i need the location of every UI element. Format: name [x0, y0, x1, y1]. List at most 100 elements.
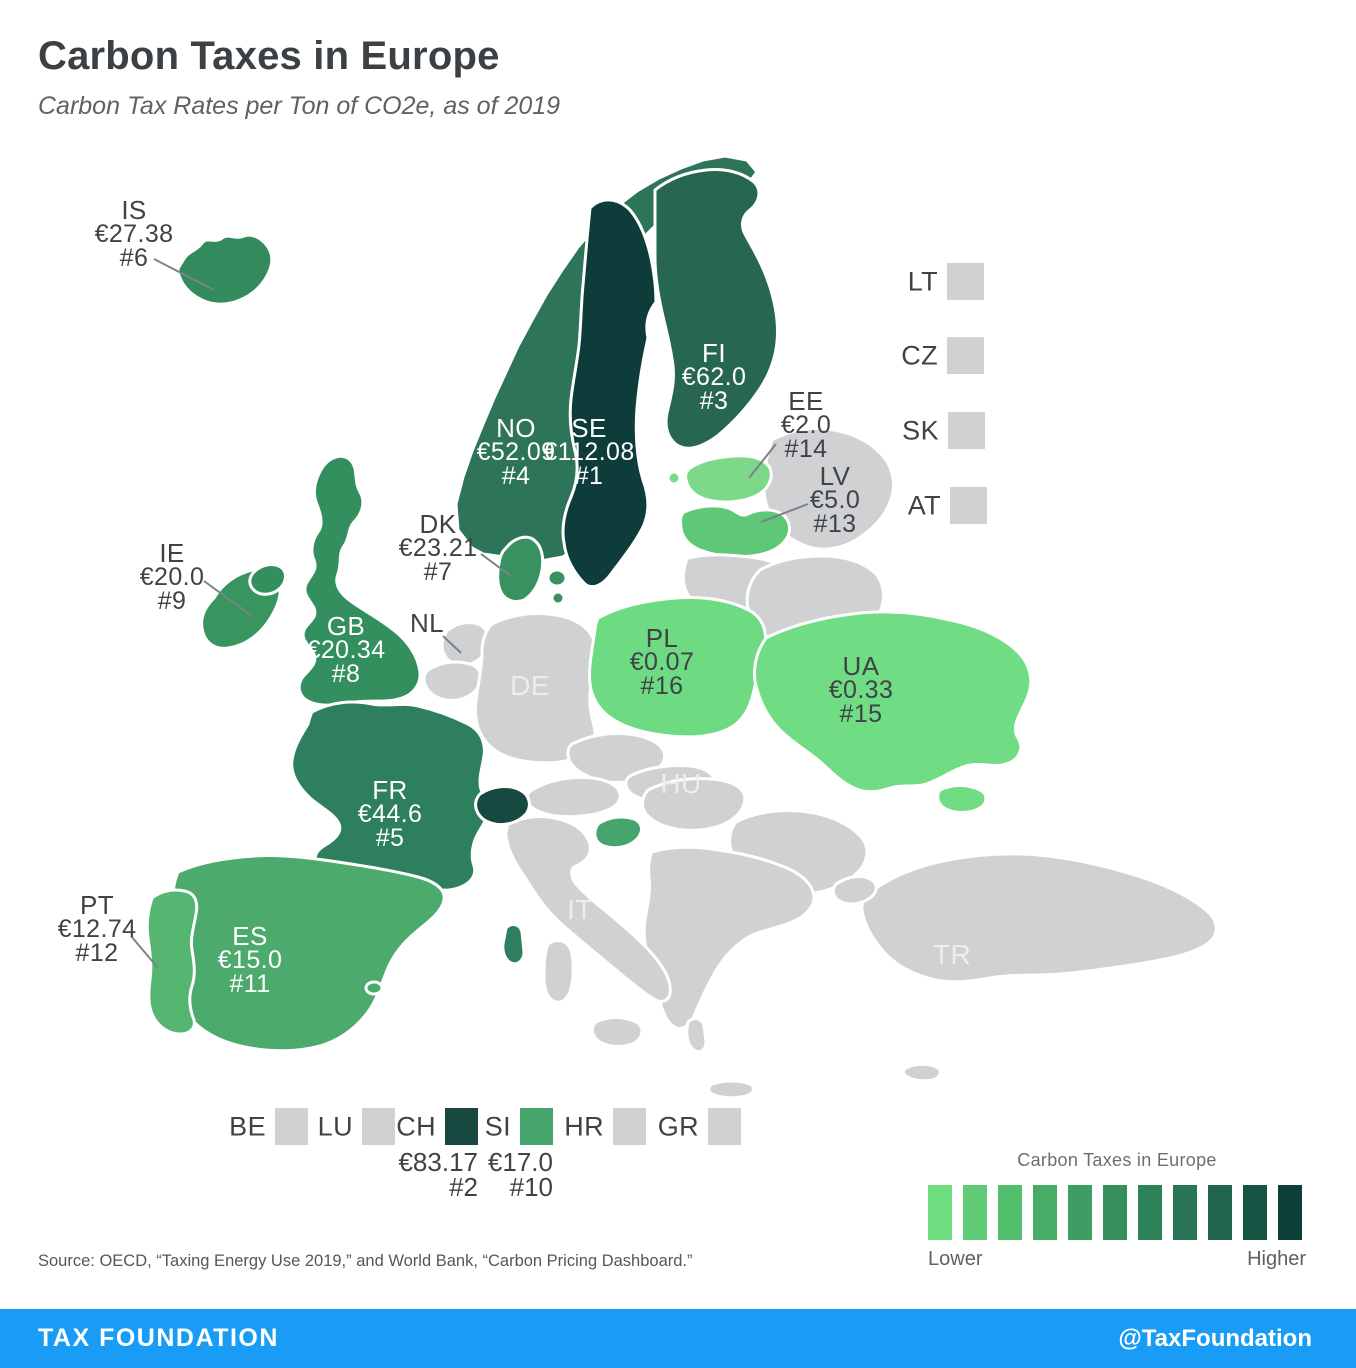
map-label-code: DK [419, 509, 457, 539]
map-label-rank: #16 [640, 672, 684, 700]
footer-bar: TAX FOUNDATION @TaxFoundation [0, 1309, 1356, 1368]
map-label-IS: IS €27.38 #6 [94, 195, 174, 271]
map-label-rank: #9 [157, 587, 187, 615]
country-box-code: BE [229, 1111, 266, 1141]
country-box-code: AT [907, 490, 941, 520]
map-label-code: NO [496, 413, 536, 443]
country-box-SI: SI €17.0 #10 [485, 1108, 553, 1200]
legend-lower-label: Lower [928, 1248, 983, 1270]
country-shape-IT [504, 815, 672, 1003]
country-box-LU: LU [318, 1108, 395, 1145]
country-box-swatch [947, 337, 984, 374]
country-box-code: CH [396, 1111, 436, 1141]
country-box-AT: AT [908, 487, 987, 524]
page-title: Carbon Taxes in Europe [38, 34, 500, 78]
map-label-HU: HU [660, 768, 702, 799]
country-shape-FR-corsica [501, 923, 526, 966]
country-box-swatch [708, 1108, 741, 1145]
country-box-swatch [275, 1108, 308, 1145]
map-label-code: IE [159, 538, 185, 568]
map-label-code: DE [510, 670, 550, 701]
country-shape-UA [752, 610, 1033, 794]
leader-line-LV [760, 503, 809, 523]
map-label-code: IS [121, 195, 147, 225]
country-box-code: LT [907, 266, 938, 296]
map-label-value: €15.0 [217, 946, 283, 974]
map-label-rank: #12 [75, 939, 119, 967]
map-label-code: NL [409, 608, 445, 638]
map-label-code: LV [819, 461, 851, 491]
legend-ramp-step [963, 1185, 987, 1240]
country-shape-EE [684, 454, 773, 504]
source-citation: Source: OECD, “Taxing Energy Use 2019,” … [38, 1252, 693, 1270]
legend-ramp-step [1278, 1185, 1302, 1240]
country-shape-GR-peloponnese [685, 1017, 708, 1054]
country-box-code: HR [564, 1111, 604, 1141]
map-label-SE: SE €112.08 #1 [543, 415, 634, 490]
map-label-value: €0.33 [828, 676, 894, 704]
country-shape-TR-west [831, 875, 878, 906]
legend-ramp-step [1068, 1185, 1092, 1240]
map-label-value: €62.0 [681, 363, 747, 391]
country-box-SK: SK [902, 412, 985, 449]
leader-line-EE [748, 443, 777, 479]
country-shape-DK [496, 535, 545, 604]
map-label-rank: #4 [501, 462, 531, 490]
map-label-code: HU [660, 768, 702, 799]
map-label-value: €20.0 [139, 563, 205, 591]
twitter-handle[interactable]: @TaxFoundation [1118, 1324, 1312, 1352]
map-label-LV: LV €5.0 #13 [810, 461, 860, 537]
country-shape-IS [176, 233, 274, 306]
country-shape-SI [593, 815, 643, 850]
country-box-swatch [520, 1108, 553, 1145]
country-box-swatch [362, 1108, 395, 1145]
country-box-code: SK [902, 415, 939, 445]
leader-line-DK [480, 553, 512, 577]
map-label-rank: #5 [375, 824, 405, 852]
country-shape-SE [561, 198, 658, 589]
map-label-rank: #11 [229, 970, 271, 998]
map-label-rank: #1 [574, 462, 604, 490]
brand-logo-text: TAX FOUNDATION [38, 1324, 279, 1352]
map-label-PL: PL €0.07 #16 [630, 625, 695, 700]
map-label-rank: #15 [839, 700, 883, 728]
map-label-code: UA [842, 651, 880, 681]
country-box-HR: HR [564, 1108, 646, 1145]
map-label-code: GB [326, 611, 366, 641]
country-shape-IT-sicily [591, 1016, 644, 1048]
map-label-rank: #14 [784, 435, 828, 463]
legend-ramp-step [1033, 1185, 1057, 1240]
map-label-FR: FR €44.6 #5 [357, 775, 423, 852]
country-box-values: €17.0 #10 [487, 1147, 553, 1202]
country-shape-HU [640, 776, 747, 832]
map-label-rank: #3 [699, 387, 729, 415]
country-box-swatch [613, 1108, 646, 1145]
leader-line-PT [130, 935, 159, 969]
map-label-code: IT [567, 894, 593, 925]
country-box-CZ: CZ [901, 337, 984, 374]
map-label-value: €27.38 [94, 220, 174, 248]
map-label-value: €2.0 [780, 411, 832, 439]
country-shape-IT-sardinia [542, 939, 575, 1004]
map-label-code: TR [932, 939, 972, 970]
country-shape-PT [145, 888, 199, 1036]
country-shape-PL [588, 596, 767, 739]
country-box-swatch [950, 487, 987, 524]
country-shape-BE [422, 660, 483, 702]
country-shape-DK-island [546, 568, 568, 588]
country-shape-balkans [642, 845, 816, 1030]
map-label-value: €44.6 [357, 800, 423, 828]
country-box-BE: BE [229, 1108, 308, 1145]
map-label-rank: #8 [331, 660, 361, 688]
country-shape-CY [901, 1062, 942, 1083]
country-shape-TR [860, 852, 1218, 984]
legend-ramp-step [1243, 1185, 1267, 1240]
color-legend: Carbon Taxes in Europe Lower Higher [928, 1150, 1306, 1271]
map-label-code: FI [702, 338, 726, 368]
map-label-code: FR [372, 775, 408, 805]
legend-higher-label: Higher [1247, 1248, 1306, 1270]
leader-line-IE [203, 580, 253, 617]
